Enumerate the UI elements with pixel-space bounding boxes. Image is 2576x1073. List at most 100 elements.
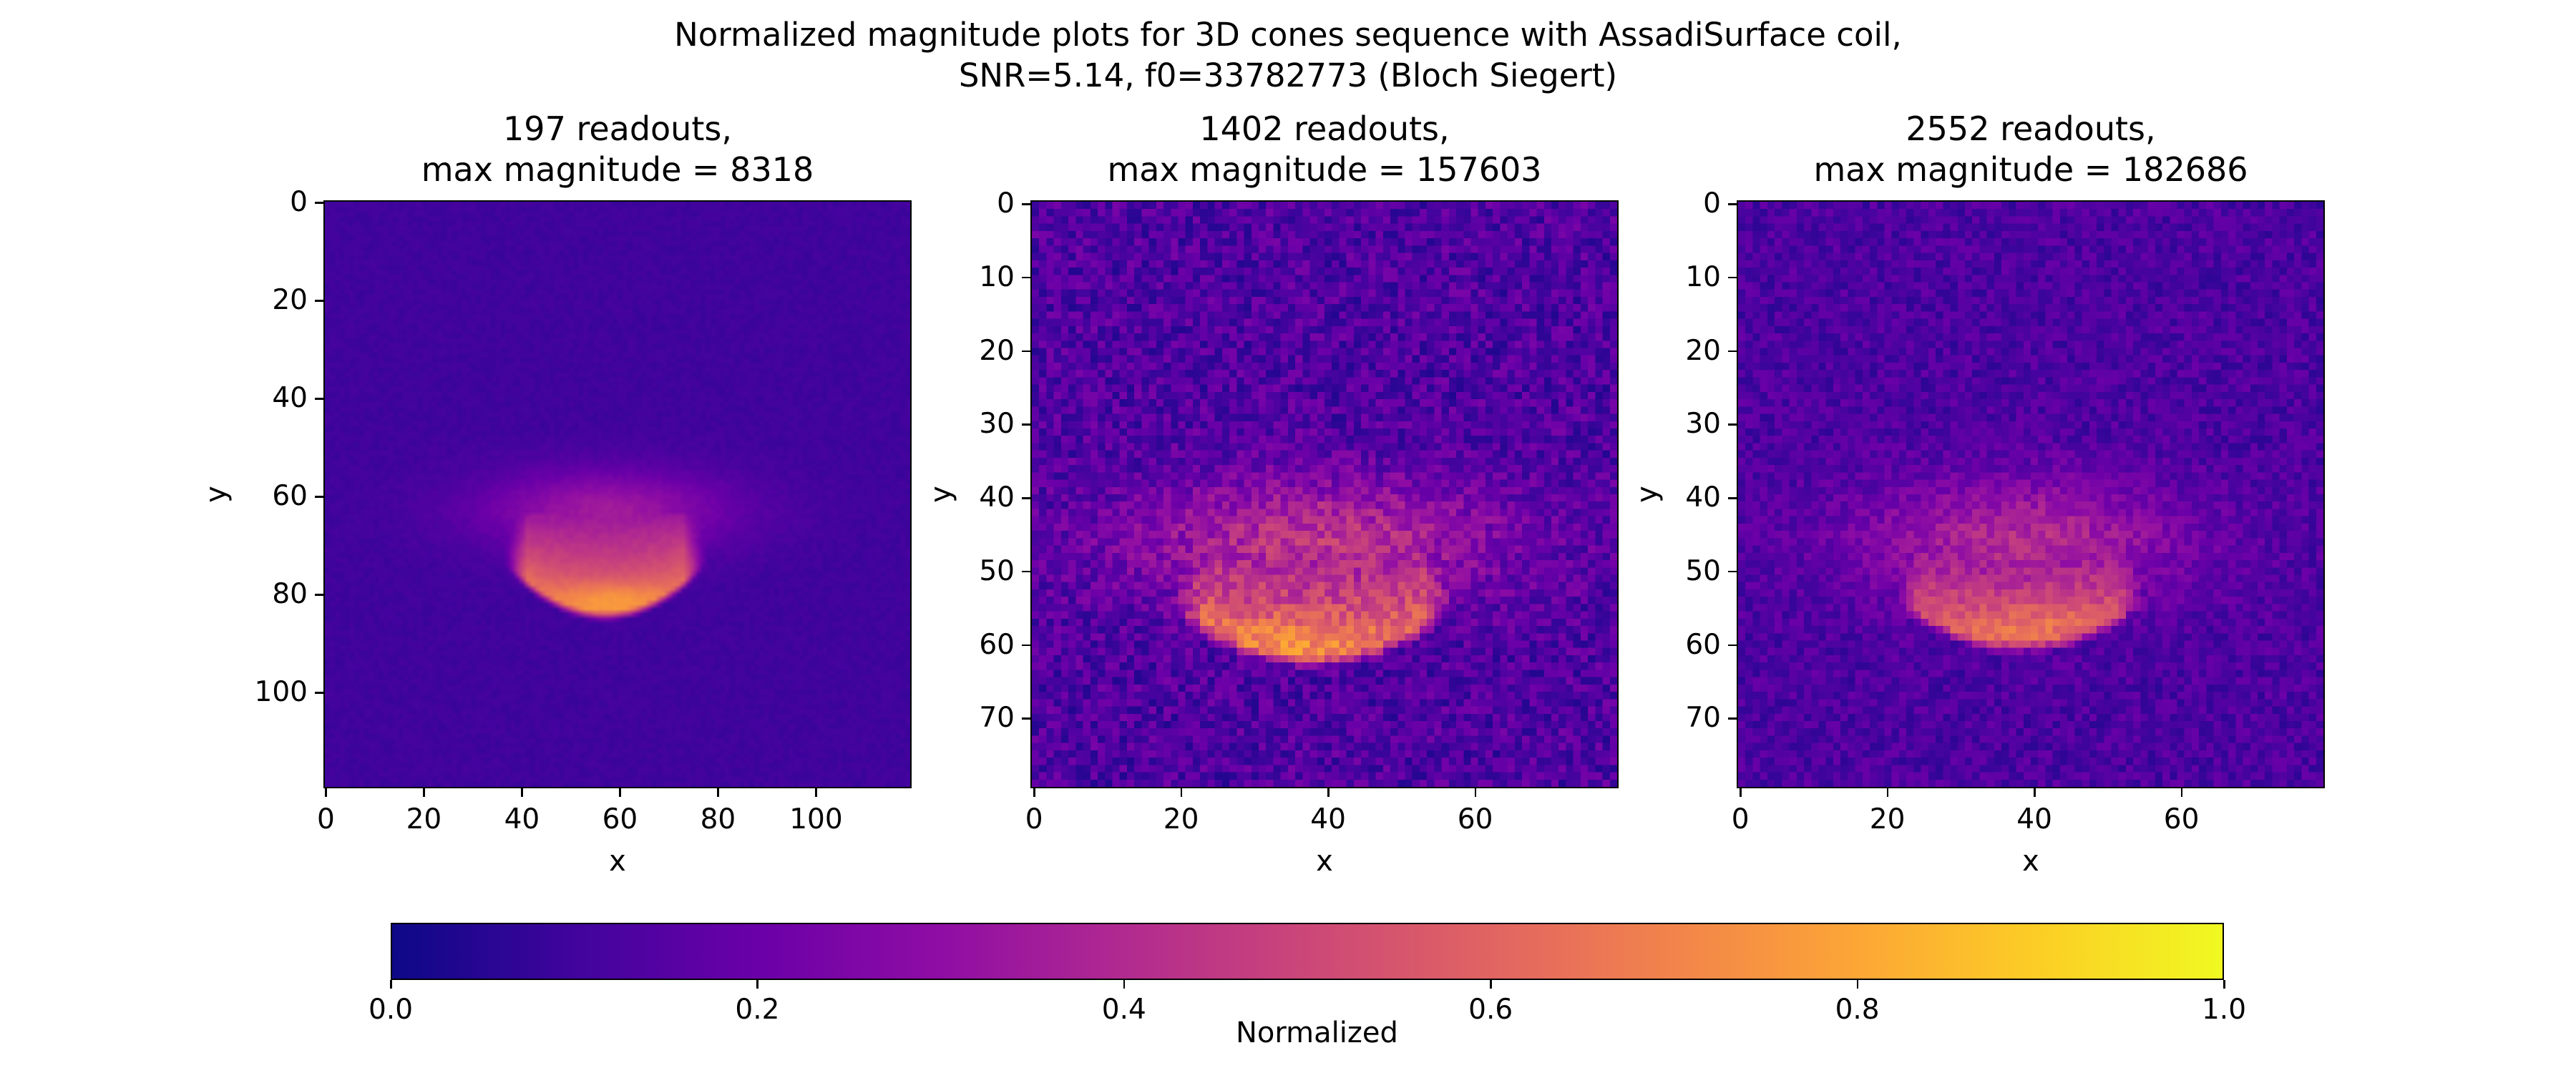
x-tick-label: 80 bbox=[700, 803, 736, 836]
y-tick-mark bbox=[315, 496, 323, 498]
y-tick-mark bbox=[1728, 717, 1737, 720]
colorbar bbox=[391, 923, 2224, 980]
panel-title: 197 readouts, max magnitude = 8318 bbox=[421, 109, 814, 189]
x-axis-label: x bbox=[2022, 845, 2039, 878]
y-tick-mark bbox=[315, 692, 323, 694]
colorbar-label: Normalized bbox=[1236, 1016, 1398, 1049]
x-tick-label: 100 bbox=[789, 803, 843, 836]
y-tick-label: 30 bbox=[1685, 408, 1721, 441]
heatmap-canvas bbox=[1032, 202, 1617, 787]
y-tick-mark bbox=[1022, 644, 1030, 647]
x-tick-label: 60 bbox=[602, 803, 638, 836]
y-axis-label: y bbox=[200, 486, 233, 503]
x-tick-mark bbox=[717, 788, 719, 797]
x-tick-label: 20 bbox=[1163, 803, 1199, 836]
y-axis-label: y bbox=[1631, 486, 1664, 503]
y-tick-label: 10 bbox=[1685, 260, 1721, 293]
x-tick-label: 0 bbox=[1731, 803, 1750, 836]
colorbar-tick-label: 0.8 bbox=[1835, 994, 1880, 1026]
y-tick-mark bbox=[1728, 497, 1737, 499]
colorbar-tick-label: 1.0 bbox=[2201, 994, 2247, 1026]
y-tick-mark bbox=[1728, 203, 1737, 205]
panel-title: 2552 readouts, max magnitude = 182686 bbox=[1813, 109, 2248, 189]
x-tick-mark bbox=[1180, 788, 1183, 797]
y-tick-label: 70 bbox=[979, 702, 1015, 735]
y-tick-label: 20 bbox=[979, 334, 1015, 367]
y-tick-label: 20 bbox=[272, 284, 308, 317]
heatmap-image bbox=[323, 200, 912, 788]
y-tick-mark bbox=[1022, 203, 1030, 205]
x-tick-label: 60 bbox=[1457, 803, 1493, 836]
y-tick-label: 60 bbox=[979, 628, 1015, 661]
colorbar-tick-mark bbox=[756, 980, 758, 989]
x-tick-mark bbox=[1474, 788, 1477, 797]
y-tick-mark bbox=[315, 398, 323, 400]
x-tick-mark bbox=[521, 788, 523, 797]
colorbar-tick-mark bbox=[390, 980, 392, 989]
colorbar-tick-label: 0.6 bbox=[1468, 994, 1513, 1026]
heatmap-canvas bbox=[1738, 202, 2323, 787]
x-tick-label: 20 bbox=[406, 803, 442, 836]
x-tick-label: 40 bbox=[504, 803, 540, 836]
x-axis-label: x bbox=[1316, 845, 1333, 878]
x-tick-mark bbox=[1033, 788, 1035, 797]
y-tick-label: 0 bbox=[997, 187, 1015, 220]
y-tick-mark bbox=[1022, 717, 1030, 720]
y-tick-label: 100 bbox=[254, 676, 308, 709]
x-tick-label: 40 bbox=[2016, 803, 2052, 836]
y-tick-label: 0 bbox=[290, 186, 308, 219]
x-tick-mark bbox=[325, 788, 327, 797]
y-tick-mark bbox=[1022, 497, 1030, 499]
x-tick-label: 0 bbox=[1025, 803, 1043, 836]
figure-title: Normalized magnitude plots for 3D cones … bbox=[674, 16, 1902, 94]
y-tick-label: 30 bbox=[979, 408, 1015, 441]
x-tick-mark bbox=[815, 788, 817, 797]
x-tick-mark bbox=[423, 788, 425, 797]
colorbar-tick-label: 0.2 bbox=[735, 994, 780, 1026]
heatmap-canvas bbox=[325, 202, 910, 787]
heatmap-image bbox=[1030, 200, 1619, 788]
y-axis-label: y bbox=[924, 486, 957, 503]
x-axis-label: x bbox=[609, 845, 626, 878]
x-tick-label: 60 bbox=[2163, 803, 2200, 836]
y-tick-mark bbox=[1022, 276, 1030, 279]
x-tick-label: 0 bbox=[317, 803, 335, 836]
y-tick-label: 70 bbox=[1685, 702, 1721, 735]
y-tick-mark bbox=[1022, 423, 1030, 426]
x-tick-label: 40 bbox=[1310, 803, 1346, 836]
colorbar-tick-mark bbox=[1123, 980, 1126, 989]
y-tick-mark bbox=[315, 202, 323, 204]
y-tick-mark bbox=[315, 300, 323, 302]
y-tick-mark bbox=[1022, 570, 1030, 573]
colorbar-tick-mark bbox=[1856, 980, 1859, 989]
heatmap-image bbox=[1737, 200, 2325, 788]
panel-title: 1402 readouts, max magnitude = 157603 bbox=[1107, 109, 1542, 189]
x-tick-mark bbox=[1740, 788, 1742, 797]
y-tick-mark bbox=[1728, 644, 1737, 647]
x-tick-mark bbox=[1886, 788, 1889, 797]
y-tick-label: 50 bbox=[979, 554, 1015, 587]
colorbar-tick-label: 0.4 bbox=[1101, 994, 1146, 1026]
y-tick-label: 60 bbox=[272, 480, 308, 513]
y-tick-label: 40 bbox=[1685, 481, 1721, 514]
x-tick-label: 20 bbox=[1869, 803, 1906, 836]
y-tick-label: 40 bbox=[272, 382, 308, 415]
y-tick-label: 0 bbox=[1703, 187, 1721, 220]
y-tick-mark bbox=[1728, 276, 1737, 279]
y-tick-label: 50 bbox=[1685, 554, 1721, 587]
y-tick-mark bbox=[315, 594, 323, 596]
y-tick-mark bbox=[1728, 423, 1737, 426]
colorbar-tick-mark bbox=[2223, 980, 2225, 989]
y-tick-label: 60 bbox=[1685, 628, 1721, 661]
x-tick-mark bbox=[2034, 788, 2036, 797]
x-tick-mark bbox=[1327, 788, 1330, 797]
y-tick-mark bbox=[1022, 350, 1030, 353]
colorbar-tick-mark bbox=[1490, 980, 1492, 989]
colorbar-tick-label: 0.0 bbox=[368, 994, 414, 1026]
y-tick-label: 20 bbox=[1685, 334, 1721, 367]
y-tick-mark bbox=[1728, 350, 1737, 353]
x-tick-mark bbox=[619, 788, 621, 797]
y-tick-mark bbox=[1728, 570, 1737, 573]
y-tick-label: 10 bbox=[979, 260, 1015, 293]
x-tick-mark bbox=[2180, 788, 2183, 797]
